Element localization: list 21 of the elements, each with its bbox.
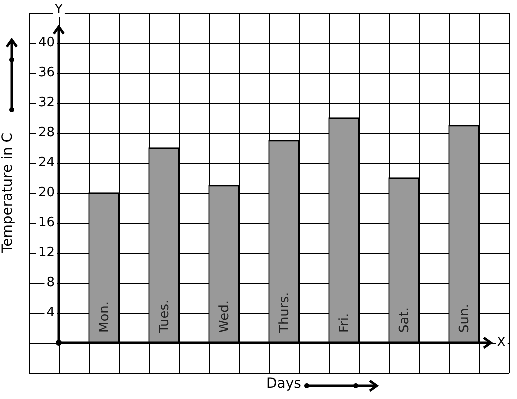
y-tick-label: 40 <box>38 35 55 50</box>
x-tick-label: Fri. <box>337 313 352 333</box>
text: Y <box>54 2 64 18</box>
x-tick-label: Mon. <box>97 301 112 333</box>
y-tick-label: 36 <box>38 65 55 80</box>
x-tick-label: Wed. <box>217 300 232 333</box>
y-tick-label: 4 <box>46 305 55 320</box>
x-axis-title: Days <box>266 376 302 392</box>
y-axis-title: Temperature in C <box>0 132 16 254</box>
y-tick-label: 20 <box>38 185 55 200</box>
y-tick-label: 24 <box>38 155 55 170</box>
y-tick-label: 16 <box>38 215 55 230</box>
y-tick-label: 28 <box>38 125 55 140</box>
y-tick-label: 8 <box>46 275 55 290</box>
x-tick-label: Thurs. <box>277 292 292 334</box>
y-tick-label: 12 <box>38 245 55 260</box>
annotation: X <box>497 335 506 350</box>
x-tick-label: Sat. <box>397 308 412 333</box>
y-tick-label: 32 <box>38 95 55 110</box>
x-tick-label: Tues. <box>157 300 172 334</box>
x-tick-label: Sun. <box>457 304 472 333</box>
